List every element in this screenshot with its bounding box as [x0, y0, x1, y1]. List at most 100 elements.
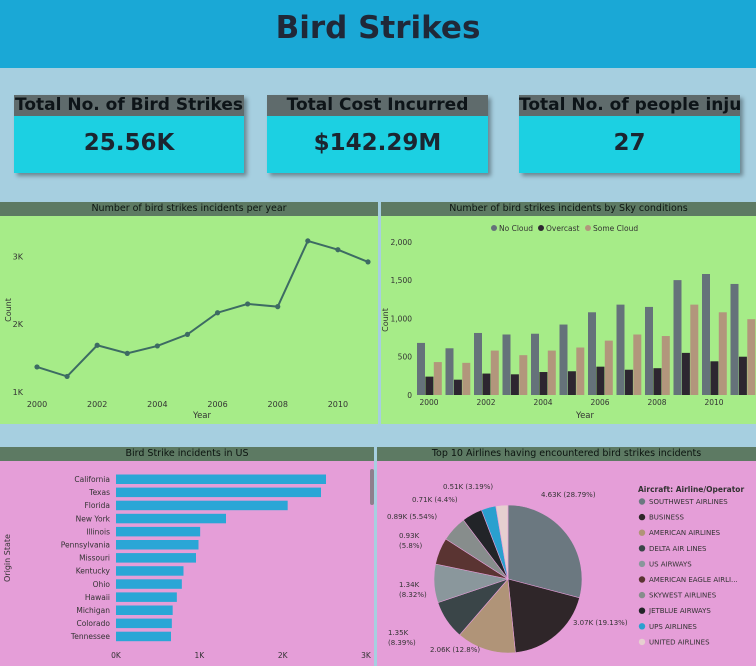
x-tick-label: 0K	[111, 651, 122, 660]
line-chart[interactable]: 1K 2K 3K 2000 2002 2004 2006 2008 2010 Year Count	[0, 202, 378, 424]
kpi-value: 25.56K	[83, 130, 175, 156]
bar	[510, 374, 519, 395]
legend-label: AMERICAN AIRLINES	[649, 529, 721, 537]
bar	[490, 350, 499, 395]
x-tick-label: 1K	[194, 651, 205, 660]
x-tick-label: 2002	[87, 400, 107, 409]
x-tick-label: 2008	[268, 400, 288, 409]
bar	[116, 592, 177, 602]
bar	[453, 379, 462, 395]
bar	[539, 372, 548, 395]
kpi-card-total-cost[interactable]: Total Cost Incurred $142.29M	[267, 95, 488, 173]
series-line	[36, 239, 369, 378]
slice-label: (5.8%)	[399, 542, 423, 550]
legend-marker	[638, 545, 646, 552]
bar	[710, 361, 719, 395]
y-tick-label: 0	[407, 391, 412, 400]
bar	[633, 334, 642, 395]
legend-marker	[638, 529, 646, 536]
kpi-value: $142.29M	[313, 130, 442, 156]
bar	[482, 373, 491, 395]
bar	[116, 566, 184, 576]
airlines-pie-chart[interactable]: 4.63K (28.79%) 3.07K (19.13%) 2.06K (12.8%…	[377, 447, 756, 666]
category-label: Florida	[84, 501, 110, 510]
kpi-card-people-injured[interactable]: Total No. of people inju... 27	[519, 95, 740, 173]
slice-label: 0.93K	[399, 532, 420, 540]
bar	[681, 352, 690, 395]
x-tick-label: 2008	[647, 398, 666, 407]
kpi-card-bird-strikes[interactable]: Total No. of Bird Strikes 25.56K	[14, 95, 244, 173]
legend-label: UPS AIRLINES	[649, 623, 697, 631]
scrollbar-thumb	[370, 469, 374, 505]
airlines-pie-panel[interactable]: Top 10 Airlines having encountered bird …	[377, 447, 756, 666]
y-tick-label: 2,000	[391, 238, 413, 247]
legend-marker	[638, 591, 646, 599]
category-label: Missouri	[79, 554, 110, 563]
legend-label: Overcast	[546, 224, 580, 233]
us-states-chart[interactable]: California Texas Florida New York Illinois Pe…	[0, 447, 374, 666]
x-tick-label: 2004	[147, 400, 167, 409]
chart-title: Bird Strike incidents in US	[0, 447, 374, 461]
legend-marker	[638, 623, 646, 630]
legend-marker	[638, 638, 646, 646]
legend-marker	[585, 225, 591, 231]
line-chart-panel[interactable]: Number of bird strikes incidents per yea…	[0, 202, 378, 424]
y-tick-label: 3K	[13, 252, 24, 261]
us-states-chart-panel[interactable]: Bird Strike incidents in US California Te…	[0, 447, 374, 666]
bar	[116, 618, 172, 629]
bar	[690, 304, 699, 395]
data-point	[34, 364, 40, 370]
bar	[116, 487, 321, 498]
category-label: Kentucky	[76, 567, 111, 576]
legend-marker	[638, 607, 646, 614]
pie-slice	[507, 504, 583, 599]
legend-label: US AIRWAYS	[649, 560, 692, 568]
bar	[462, 362, 471, 395]
legend-label: SKYWEST AIRLINES	[649, 592, 717, 600]
legend-label: JETBLUE AIRWAYS	[648, 607, 711, 615]
legend-marker	[638, 498, 646, 505]
x-tick-label: 2010	[704, 398, 723, 407]
data-point	[154, 343, 160, 349]
legend-marker	[538, 225, 544, 231]
x-tick-label: 3K	[361, 651, 372, 660]
legend-title: Aircraft: Airline/Operator	[638, 485, 744, 494]
y-axis-title: Origin State	[3, 534, 12, 582]
x-tick-label: 2006	[207, 400, 227, 409]
category-label: Hawaii	[85, 593, 110, 602]
bar	[474, 332, 482, 395]
bar	[445, 348, 454, 395]
kpi-label: Total No. of Bird Strikes	[14, 95, 244, 116]
category-label: Texas	[88, 488, 110, 497]
data-point	[305, 238, 311, 244]
bar	[624, 369, 633, 395]
pie-slice	[507, 578, 580, 653]
x-axis-title: Year	[575, 411, 595, 421]
data-point	[365, 259, 371, 265]
bar	[738, 356, 747, 395]
slice-label: 0.51K (3.19%)	[443, 483, 493, 491]
sky-conditions-chart-panel[interactable]: Number of bird strikes incidents by Sky …	[381, 202, 756, 424]
bar	[502, 334, 511, 395]
x-tick-label: 2000	[419, 398, 438, 407]
y-tick-label: 1K	[13, 388, 24, 397]
sky-conditions-chart[interactable]: 0 500 1,000 1,500 2,000 No Cloud Overcast Some …	[381, 202, 756, 424]
bar	[116, 500, 288, 511]
x-tick-label: 2010	[328, 400, 348, 409]
slice-label: 1.34K	[399, 581, 420, 589]
data-point	[184, 331, 191, 338]
chart-title: Number of bird strikes incidents by Sky …	[381, 202, 756, 216]
kpi-label: Total No. of people inju...	[519, 95, 740, 116]
x-tick-label: 2004	[533, 398, 552, 407]
y-tick-label: 2K	[13, 320, 24, 329]
legend-label: UNITED AIRLINES	[649, 638, 710, 646]
bar	[588, 312, 596, 395]
slice-label: 2.06K (12.8%)	[430, 646, 480, 654]
slice-label: 1.35K	[388, 629, 409, 637]
bar	[596, 366, 605, 395]
y-tick-label: 1,000	[391, 314, 413, 323]
category-label: California	[74, 475, 110, 484]
category-label: Michigan	[76, 606, 110, 615]
legend-marker	[638, 513, 646, 521]
bar	[702, 273, 710, 395]
